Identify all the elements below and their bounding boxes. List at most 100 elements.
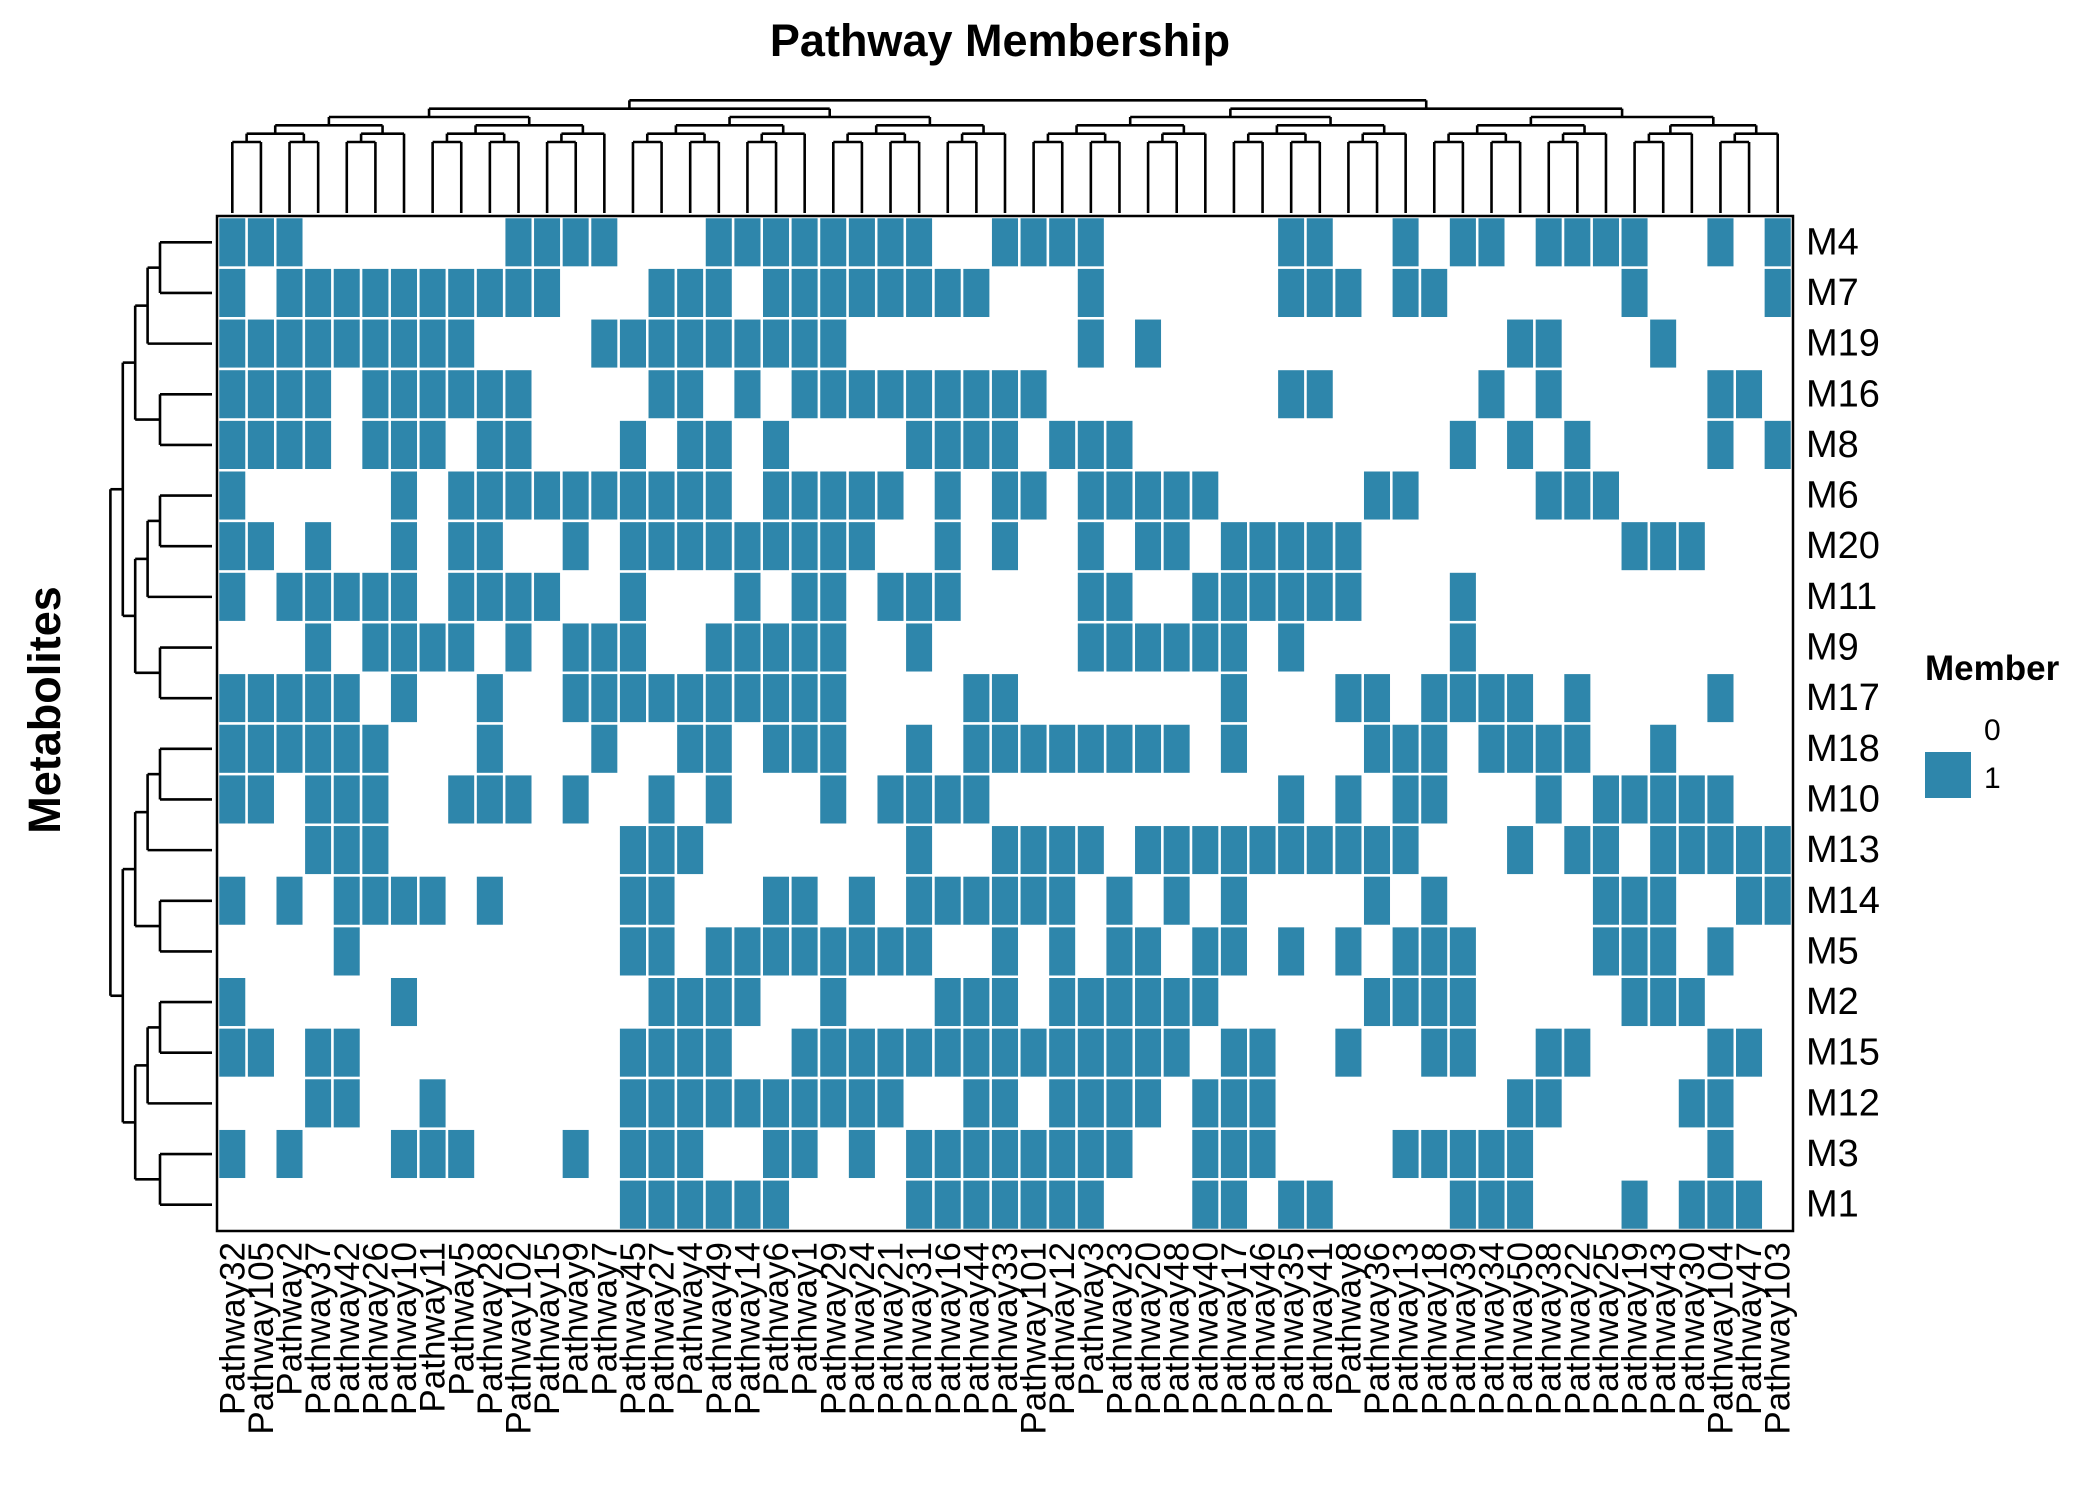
heatmap-cell xyxy=(1762,620,1794,675)
heatmap-cell xyxy=(1361,823,1393,877)
heatmap-cell xyxy=(1304,924,1336,978)
heatmap-cell xyxy=(1361,367,1393,421)
heatmap-cell xyxy=(846,519,878,573)
heatmap-cell xyxy=(1762,266,1794,320)
heatmap-cell xyxy=(1733,823,1765,877)
heatmap-cell xyxy=(1332,570,1364,624)
heatmap-cell xyxy=(474,772,506,827)
heatmap-cell xyxy=(1189,215,1221,269)
heatmap-cell xyxy=(1361,975,1393,1029)
heatmap-cell xyxy=(1561,722,1593,776)
heatmap-cell xyxy=(302,671,334,725)
heatmap-cell xyxy=(1189,620,1221,675)
heatmap-cell xyxy=(1533,266,1565,320)
heatmap-cell xyxy=(388,418,420,472)
heatmap-cell xyxy=(1247,924,1279,978)
heatmap-cell xyxy=(1533,823,1565,877)
heatmap-cell xyxy=(817,570,849,624)
heatmap-cell xyxy=(1103,1127,1136,1181)
heatmap-cell xyxy=(1046,469,1078,523)
heatmap-cell xyxy=(1218,317,1250,371)
heatmap-cell xyxy=(989,620,1021,675)
heatmap-cell xyxy=(1218,266,1250,320)
heatmap-cell xyxy=(846,215,878,269)
heatmap-cell xyxy=(417,317,449,371)
heatmap-cell xyxy=(932,722,964,776)
heatmap-cell xyxy=(760,620,792,675)
heatmap-cell xyxy=(1590,671,1622,725)
heatmap-cell xyxy=(1704,1076,1737,1130)
heatmap-cell xyxy=(1390,469,1422,523)
heatmap-cell xyxy=(1704,620,1737,675)
heatmap-cell xyxy=(817,1026,849,1080)
heatmap-cell xyxy=(359,215,391,269)
heatmap-cell xyxy=(817,620,849,675)
heatmap-cell xyxy=(789,772,821,827)
heatmap-cell xyxy=(417,1127,449,1181)
heatmap-cell xyxy=(960,266,992,320)
heatmap-cell xyxy=(1418,772,1450,827)
heatmap-cell xyxy=(1533,874,1565,928)
heatmap-cell xyxy=(1332,367,1364,421)
heatmap-cell xyxy=(874,975,907,1029)
heatmap-cell xyxy=(1018,620,1050,675)
heatmap-cell xyxy=(674,418,706,472)
heatmap-cell xyxy=(1504,975,1536,1029)
heatmap-cell xyxy=(731,722,763,776)
heatmap-cell xyxy=(474,519,506,573)
heatmap-cell xyxy=(903,1127,935,1181)
heatmap-cell xyxy=(1046,570,1078,624)
heatmap-cell xyxy=(874,317,907,371)
heatmap-cell xyxy=(1275,317,1307,371)
heatmap-cell xyxy=(1733,671,1765,725)
heatmap-cell xyxy=(560,215,592,269)
heatmap-cell xyxy=(703,215,735,269)
heatmap-cell xyxy=(1590,1127,1622,1181)
heatmap-cell xyxy=(1132,772,1164,827)
heatmap-cell xyxy=(960,823,992,877)
heatmap-cell xyxy=(359,317,391,371)
heatmap-cell xyxy=(1733,418,1765,472)
heatmap-cell xyxy=(1733,722,1765,776)
heatmap-cell xyxy=(1504,823,1536,877)
heatmap-cell xyxy=(388,570,420,624)
heatmap-cell xyxy=(1447,367,1479,421)
heatmap-cell xyxy=(1161,1076,1193,1130)
heatmap-cell xyxy=(846,469,878,523)
column-label: Pathway4 xyxy=(671,1242,710,1396)
heatmap-cell xyxy=(331,1127,363,1181)
heatmap-cell xyxy=(932,519,964,573)
heatmap-cell xyxy=(1018,1076,1050,1130)
heatmap-cell xyxy=(646,671,678,725)
heatmap-cell xyxy=(617,671,649,725)
heatmap-cell xyxy=(646,469,678,523)
heatmap-cell xyxy=(245,469,277,523)
heatmap-cell xyxy=(989,1026,1021,1080)
heatmap-cell xyxy=(445,722,477,776)
heatmap-cell xyxy=(216,367,248,421)
heatmap-cell xyxy=(445,418,477,472)
heatmap-cell xyxy=(1304,874,1336,928)
heatmap-cell xyxy=(932,570,964,624)
heatmap-cell xyxy=(216,266,248,320)
heatmap-cell xyxy=(1418,722,1450,776)
row-label: M14 xyxy=(1806,880,1880,922)
column-label: Pathway6 xyxy=(757,1242,796,1396)
heatmap-cell xyxy=(932,924,964,978)
heatmap-cell xyxy=(1762,519,1794,573)
heatmap-cell xyxy=(1704,367,1737,421)
heatmap-cell xyxy=(903,975,935,1029)
heatmap-cell xyxy=(331,469,363,523)
heatmap-cell xyxy=(1103,367,1136,421)
heatmap-cell xyxy=(359,1076,391,1130)
heatmap-cell xyxy=(1418,823,1450,877)
heatmap-cell xyxy=(874,1127,907,1181)
heatmap-cell xyxy=(388,215,420,269)
heatmap-cell xyxy=(331,418,363,472)
heatmap-cell xyxy=(445,620,477,675)
heatmap-cell xyxy=(445,367,477,421)
heatmap-cell xyxy=(674,570,706,624)
heatmap-cell xyxy=(1275,874,1307,928)
heatmap-cell xyxy=(1561,418,1593,472)
heatmap-cell xyxy=(1161,519,1193,573)
